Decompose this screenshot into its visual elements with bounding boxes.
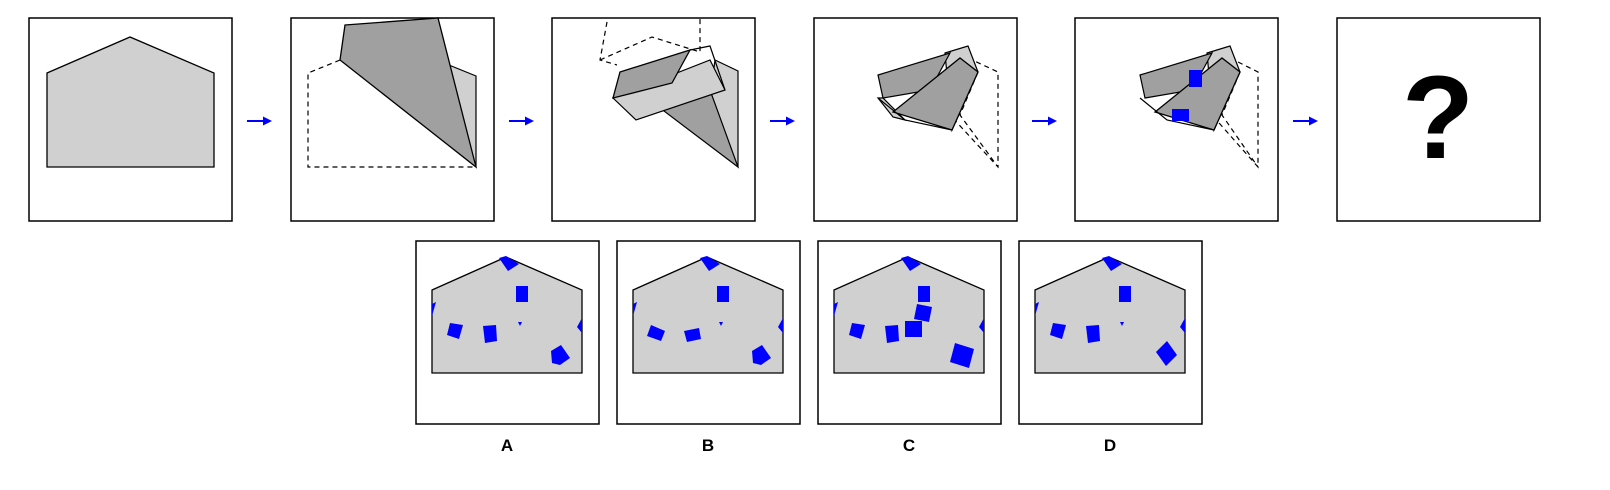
hole-left-edge xyxy=(633,302,637,316)
arrow-5 xyxy=(1293,116,1318,126)
hole-left xyxy=(447,323,463,339)
hole-top-vertex xyxy=(499,256,519,271)
hole-bottom-right xyxy=(551,345,570,365)
hole-mid xyxy=(1086,325,1100,343)
arrow-4 xyxy=(1032,116,1057,126)
punched-hole-square xyxy=(1189,70,1202,87)
hole-left-edge xyxy=(834,302,838,316)
hole-square xyxy=(516,286,528,302)
hole-large-square xyxy=(905,321,922,337)
hole-center-dot xyxy=(1120,322,1124,326)
step-2-first-fold xyxy=(307,17,478,169)
fold-outline-dashed xyxy=(949,57,999,169)
hole-tilted-square xyxy=(914,304,932,322)
option-a-holes xyxy=(432,256,582,365)
option-d-label[interactable]: D xyxy=(1104,436,1116,455)
hole-left xyxy=(849,323,865,339)
hole-square xyxy=(1119,286,1131,302)
arrow-1 xyxy=(247,116,272,126)
option-c-label[interactable]: C xyxy=(903,436,915,455)
fold-outline-dashed-2 xyxy=(1221,71,1259,168)
fold-outline-dashed-top-2 xyxy=(599,18,701,61)
hole-top-vertex xyxy=(901,256,921,271)
hole-mid xyxy=(684,328,701,342)
hole-center-dot xyxy=(719,322,723,326)
hole-mid xyxy=(483,325,497,343)
option-b[interactable]: B xyxy=(616,240,801,455)
hole-right-edge xyxy=(979,318,984,333)
hole-right-edge xyxy=(1180,318,1185,333)
hole-left xyxy=(1050,323,1066,339)
arrow-2 xyxy=(509,116,534,126)
hole-mid xyxy=(885,325,899,343)
hole-square xyxy=(717,286,729,302)
hole-left xyxy=(647,325,665,341)
pentagon-paper xyxy=(46,36,215,168)
fold-edge xyxy=(1139,97,1215,131)
hole-center-dot xyxy=(518,322,522,326)
option-a[interactable]: A xyxy=(415,240,600,455)
option-b-label[interactable]: B xyxy=(702,436,714,455)
option-c[interactable]: C xyxy=(817,240,1002,455)
hole-right-edge xyxy=(778,318,783,333)
fold-outline-dashed-2 xyxy=(959,71,999,168)
hole-top-vertex xyxy=(1102,256,1122,271)
folded-flap xyxy=(339,17,478,169)
fold-edge xyxy=(877,97,953,131)
option-d[interactable]: D xyxy=(1018,240,1203,455)
option-c-holes xyxy=(834,256,984,368)
hole-left-edge xyxy=(1035,302,1039,316)
hole-bottom-right xyxy=(950,343,974,368)
question-mark: ? xyxy=(1402,52,1474,184)
step-4-third-fold xyxy=(876,45,999,169)
hole-left-edge xyxy=(432,302,436,316)
hole-bottom-right xyxy=(752,345,771,365)
hole-top-vertex xyxy=(700,256,720,271)
fold-outline-dashed xyxy=(307,59,476,168)
option-d-holes xyxy=(1035,256,1185,366)
hole-right-edge xyxy=(577,318,582,333)
arrow-3 xyxy=(770,116,795,126)
punched-hole-rect xyxy=(1172,109,1189,121)
option-b-holes xyxy=(633,256,783,365)
paper-folded-front xyxy=(612,48,692,99)
step-3-second-fold xyxy=(599,18,740,169)
step-5-punched-holes xyxy=(1139,45,1259,169)
fold-edge xyxy=(689,45,726,91)
option-a-label[interactable]: A xyxy=(501,436,513,455)
step-1-unfolded-pentagon xyxy=(46,36,215,168)
frame-step-6 xyxy=(1336,17,1541,222)
hole-bottom-right xyxy=(1156,341,1177,366)
paper-front-fold xyxy=(891,57,979,131)
step-6-unknown: ? xyxy=(1402,52,1474,184)
hole-square xyxy=(918,286,930,302)
